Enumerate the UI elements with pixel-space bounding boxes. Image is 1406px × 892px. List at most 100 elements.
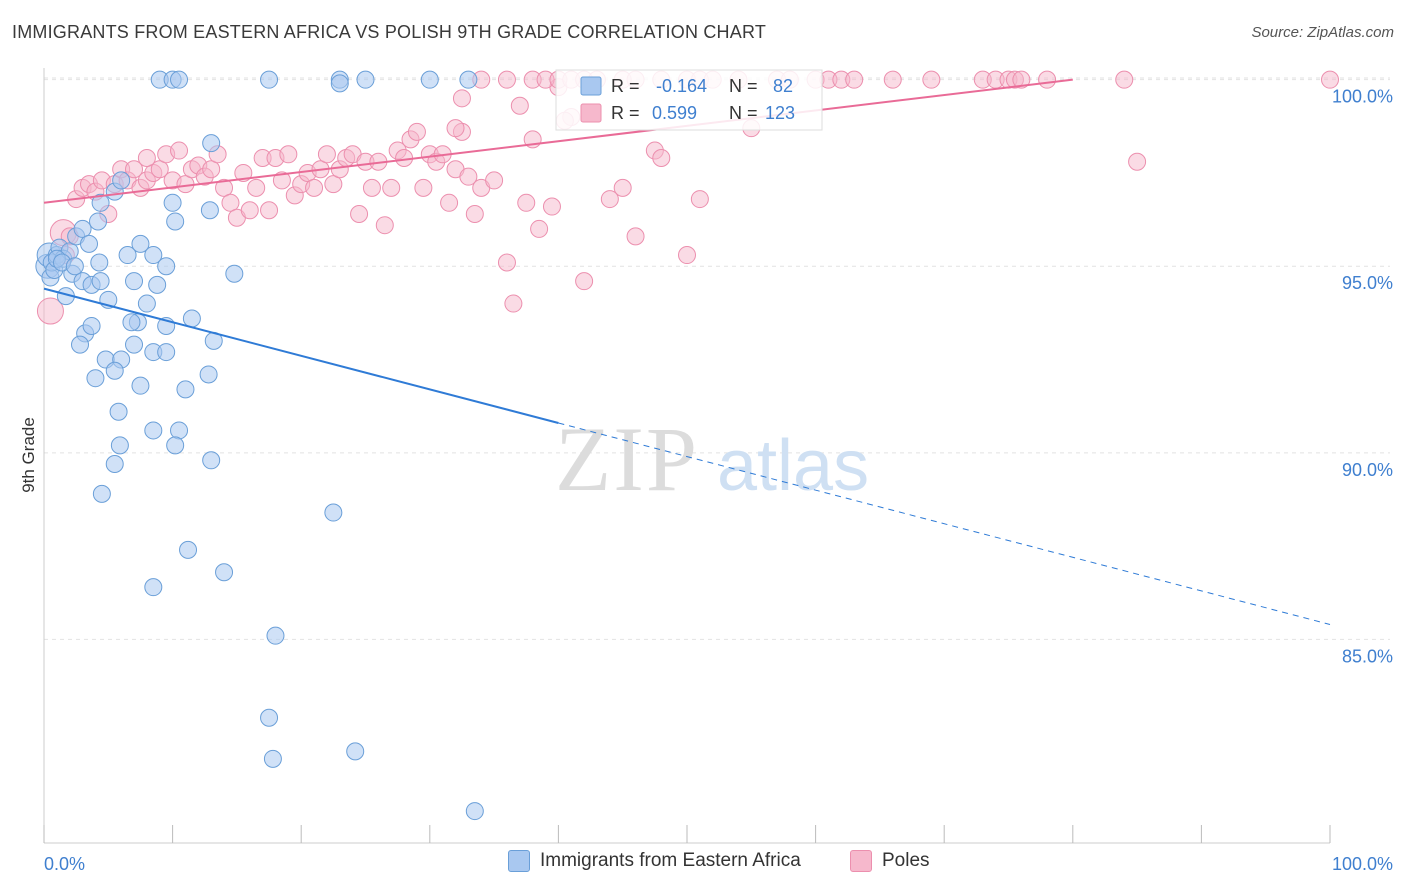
poles-point [845, 70, 864, 89]
poles-point [305, 178, 324, 197]
poles-point [485, 171, 504, 190]
eastern-africa-point [459, 70, 478, 89]
eastern-africa-point [110, 436, 129, 455]
poles-point [440, 193, 459, 212]
eastern-africa-point [73, 219, 92, 238]
eastern-africa-point [118, 246, 137, 265]
poles-point [36, 297, 64, 325]
eastern-africa-point [420, 70, 439, 89]
poles-point [504, 294, 523, 313]
eastern-africa-point [80, 234, 99, 253]
poles-point [407, 122, 426, 141]
legend-item-poles: Poles [850, 850, 930, 872]
eastern-africa-point [157, 257, 176, 276]
y-tick-label: 90.0% [1342, 460, 1393, 480]
poles-point [170, 141, 189, 160]
eastern-africa-point [90, 253, 109, 272]
poles-point [125, 160, 144, 179]
eastern-africa-point [166, 436, 185, 455]
poles-point [922, 70, 941, 89]
eastern-africa-point [131, 376, 150, 395]
stats-r-label-2: R = [611, 103, 640, 123]
poles-point [678, 246, 696, 265]
poles-trend [43, 78, 1073, 204]
eastern-africa-point [260, 708, 279, 727]
eastern-africa-point [465, 802, 484, 821]
poles-point [690, 190, 709, 209]
eastern-africa-point [170, 421, 189, 440]
eastern-africa-point [346, 742, 365, 761]
poles-point [459, 167, 478, 186]
eastern-africa-point [263, 749, 282, 768]
eastern-africa-point [105, 361, 124, 380]
poles-point [382, 178, 401, 197]
eastern-africa-point [356, 70, 375, 89]
legend-swatch-blue [508, 850, 530, 872]
eastern-africa-point [65, 257, 84, 276]
eastern-africa-point [157, 343, 176, 362]
poles-point [542, 197, 561, 216]
eastern-africa-point [144, 421, 163, 440]
stats-swatch-pink [580, 103, 602, 123]
legend-swatch-pink [850, 850, 872, 872]
poles-point [375, 216, 394, 235]
x-tick-label: 0.0% [44, 854, 85, 874]
eastern-africa-point [137, 294, 156, 313]
chart-title: IMMIGRANTS FROM EASTERN AFRICA VS POLISH… [12, 22, 767, 42]
poles-point [1038, 70, 1057, 89]
poles-point [883, 70, 902, 89]
poles-point [652, 149, 671, 168]
source-label: Source: ZipAtlas.com [1251, 24, 1394, 41]
eastern-africa-point [125, 272, 144, 291]
stats-n-label-2: N = [729, 103, 758, 123]
eastern-africa-trend-dashed [558, 422, 1331, 625]
poles-point [240, 201, 259, 220]
poles-point [530, 219, 549, 238]
watermark-zip: ZIP [555, 408, 699, 510]
eastern-africa-point [200, 201, 219, 220]
stats-n-label-1: N = [729, 76, 758, 96]
eastern-africa-point [324, 503, 343, 522]
eastern-africa-point [260, 70, 279, 89]
eastern-africa-point [144, 578, 163, 597]
eastern-africa-point [82, 316, 101, 335]
poles-point [497, 70, 516, 89]
eastern-africa-point [109, 402, 128, 421]
watermark: ZIP atlas [555, 408, 869, 510]
tick-labels: 85.0% 90.0% 95.0% 100.0% 0.0% 100.0% [44, 87, 1393, 874]
eastern-africa-point [170, 70, 189, 89]
poles-point [350, 205, 369, 223]
eastern-africa-point [122, 313, 141, 332]
eastern-africa-point [266, 626, 285, 645]
poles-point [497, 253, 516, 272]
poles-point [517, 193, 536, 212]
eastern-africa-point [71, 335, 90, 354]
grid-lines [44, 77, 1390, 640]
poles-point [465, 205, 484, 223]
eastern-africa-point [86, 369, 105, 388]
stats-r-label-1: R = [611, 76, 640, 96]
eastern-africa-point [215, 563, 234, 582]
eastern-africa-point [163, 193, 182, 212]
eastern-africa-point [202, 451, 221, 470]
axes [43, 68, 1331, 844]
poles-point [234, 163, 253, 182]
poles-point [446, 119, 465, 138]
legend-label-eastern-africa: Immigrants from Eastern Africa [540, 850, 801, 871]
eastern-africa-point [199, 365, 218, 384]
y-tick-label: 100.0% [1332, 87, 1393, 107]
stats-n-value-1: 82 [773, 76, 793, 96]
eastern-africa-point [112, 171, 131, 190]
poles-point [1128, 152, 1147, 171]
poles-point [202, 160, 221, 179]
poles-point [247, 178, 266, 197]
eastern-africa-point [91, 193, 110, 212]
eastern-africa-point [225, 264, 244, 283]
stats-box: R = -0.164 N = 82 R = 0.599 N = 123 [555, 69, 823, 131]
eastern-africa-point [148, 275, 167, 294]
eastern-africa-point [182, 309, 201, 328]
poles-point [414, 178, 433, 197]
poles-point [600, 190, 619, 209]
stats-r-value-2: 0.599 [652, 103, 697, 123]
